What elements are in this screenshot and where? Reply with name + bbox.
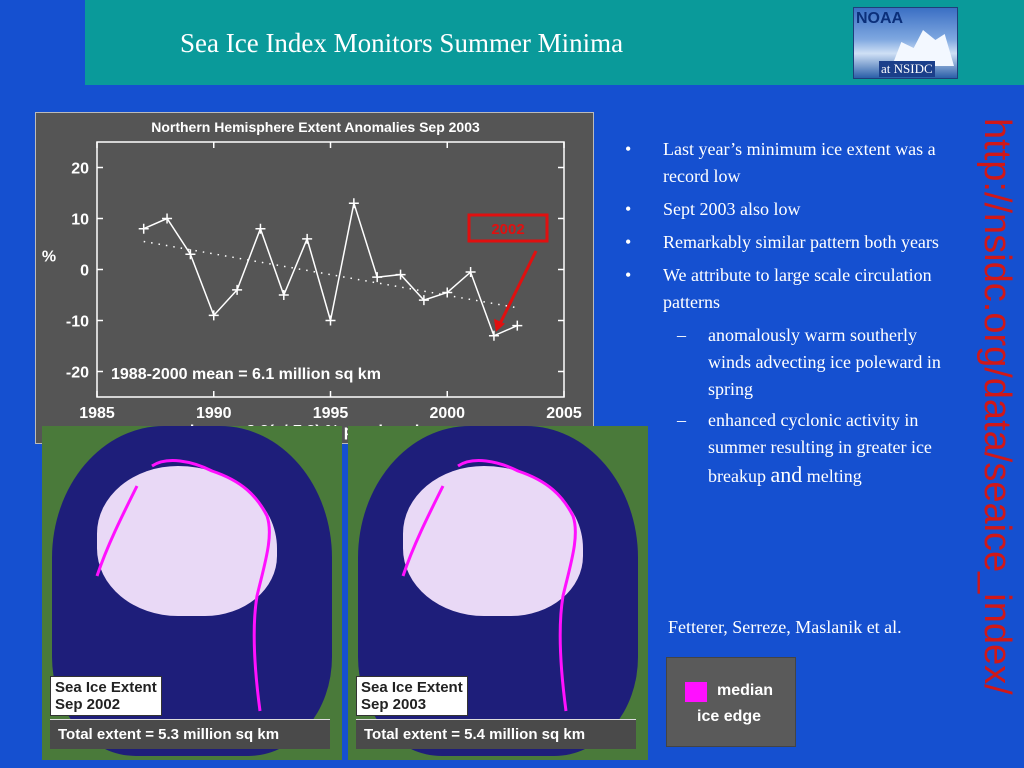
bullet-item: • We attribute to large scale circulation…: [625, 262, 960, 316]
data-point-marker: [348, 198, 359, 209]
slide-title: Sea Ice Index Monitors Summer Minima: [180, 28, 624, 58]
bullet-dot-icon: •: [625, 232, 632, 252]
y-axis-label: %: [42, 249, 56, 266]
chart-frame: [96, 141, 565, 398]
chart-title: Northern Hemisphere Extent Anomalies Sep…: [151, 119, 480, 135]
ice-map-2003: Sea Ice Extent Sep 2003 Total extent = 5…: [348, 426, 648, 760]
sub-bullet-text: anomalously warm southerly winds advecti…: [708, 325, 941, 399]
data-point-marker: [418, 295, 429, 306]
noaa-nsidc-logo: NOAA at NSIDC: [853, 7, 958, 79]
anomaly-chart: Northern Hemisphere Extent Anomalies Sep…: [35, 112, 594, 444]
y-tick-label: 20: [71, 161, 89, 178]
data-point-marker: [278, 290, 289, 300]
legend-label-2: ice edge: [697, 708, 762, 725]
map-caption-date: Sep 2003: [361, 696, 427, 713]
data-point-marker: [255, 223, 266, 234]
x-tick-label: 2000: [429, 405, 465, 422]
map-caption: Sea Ice Extent Sep 2003: [356, 676, 468, 716]
x-tick-label: 1995: [313, 405, 349, 422]
data-point-marker: [302, 233, 313, 244]
data-point-marker: [465, 267, 476, 278]
sub-bullet-end: melting: [806, 466, 862, 486]
data-point-marker: [325, 315, 336, 326]
data-point-marker: [162, 213, 173, 224]
bullet-item: • Sept 2003 also low: [625, 196, 960, 223]
bullet-text: Remarkably similar pattern both years: [663, 232, 939, 252]
legend-swatch: [685, 682, 707, 702]
x-tick-label: 1985: [79, 405, 115, 422]
data-point-marker: [208, 310, 219, 321]
bullet-text: Sept 2003 also low: [663, 199, 801, 219]
vertical-url-link[interactable]: http://nsidc.org/data/seaice_index/: [976, 118, 1018, 695]
sub-bullet-item: – anomalously warm southerly winds advect…: [625, 322, 960, 403]
data-point-marker: [512, 320, 523, 331]
y-tick-label: -10: [66, 314, 89, 331]
median-ice-edge: [95, 459, 271, 712]
map-caption-date: Sep 2002: [55, 696, 121, 713]
data-point-marker: [185, 249, 196, 260]
logo-noaa-text: NOAA: [856, 10, 904, 27]
bullet-dot-icon: •: [625, 265, 632, 285]
data-point-marker: [442, 287, 453, 298]
iceberg-graphic: [892, 30, 954, 66]
dash-icon: –: [677, 325, 686, 345]
sub-bullet-text: enhanced cyclonic activity in summer res…: [708, 410, 932, 486]
bullet-item: • Last year’s minimum ice extent was a re…: [625, 136, 960, 190]
legend-label-1: median: [717, 682, 774, 699]
logo-subtext: at NSIDC: [879, 61, 935, 77]
mean-text: 1988-2000 mean = 6.1 million sq km: [111, 366, 381, 383]
bullet-dot-icon: •: [625, 199, 632, 219]
bullet-dot-icon: •: [625, 139, 632, 159]
x-tick-label: 2005: [546, 405, 582, 422]
annotation-arrowhead: [493, 318, 505, 332]
data-point-marker: [488, 330, 499, 341]
map-total-extent: Total extent = 5.4 million sq km: [356, 719, 636, 749]
dash-icon: –: [677, 410, 686, 430]
annotation-label: 2002: [491, 221, 524, 238]
data-point-marker: [372, 272, 383, 283]
annotation-arrow: [496, 250, 538, 329]
y-tick-label: 0: [80, 263, 89, 280]
data-point-marker: [138, 223, 149, 234]
data-point-marker: [232, 284, 243, 295]
bullet-text: Last year’s minimum ice extent was a rec…: [663, 139, 936, 186]
map-total-extent: Total extent = 5.3 million sq km: [50, 719, 330, 749]
x-tick-label: 1990: [196, 405, 232, 422]
data-point-marker: [395, 269, 406, 280]
sub-bullet-and: and: [770, 462, 803, 487]
map-caption-title: Sea Ice Extent: [361, 679, 463, 696]
authors-credit: Fetterer, Serreze, Maslanik et al.: [668, 617, 902, 637]
sub-bullet-item: – enhanced cyclonic activity in summer re…: [625, 407, 960, 490]
median-ice-edge: [401, 459, 577, 712]
bullet-item: • Remarkably similar pattern both years: [625, 229, 960, 256]
y-tick-label: 10: [71, 212, 89, 229]
ice-map-2002: Sea Ice Extent Sep 2002 Total extent = 5…: [42, 426, 342, 760]
chart-svg: Northern Hemisphere Extent Anomalies Sep…: [42, 119, 582, 440]
trend-line: [143, 240, 518, 309]
bullet-list: • Last year’s minimum ice extent was a re…: [625, 136, 960, 494]
ice-edge-legend: median ice edge: [666, 657, 796, 747]
y-tick-label: -20: [66, 365, 89, 382]
map-caption: Sea Ice Extent Sep 2002: [50, 676, 162, 716]
annotation-box: [467, 213, 549, 243]
bullet-text: We attribute to large scale circulation …: [663, 265, 932, 312]
map-caption-title: Sea Ice Extent: [55, 679, 157, 696]
